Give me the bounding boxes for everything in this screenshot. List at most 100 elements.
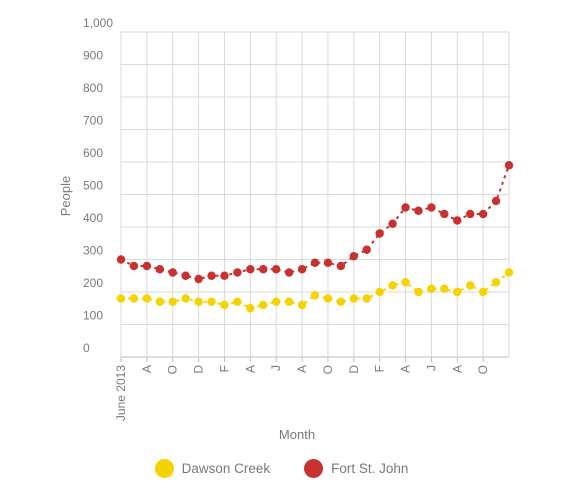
x-tick-label: A: [243, 365, 257, 373]
data-point: [478, 209, 488, 219]
data-point: [168, 297, 177, 306]
data-point: [233, 268, 242, 277]
legend-label-dawson-creek: Dawson Creek: [181, 460, 271, 476]
data-point: [427, 203, 436, 212]
data-point: [297, 265, 307, 274]
data-point: [478, 287, 488, 297]
data-point: [491, 278, 501, 287]
x-tick-label: J: [424, 365, 438, 371]
y-tick-label: 700: [83, 114, 103, 128]
data-point: [453, 287, 462, 297]
x-tick-label: J: [269, 365, 283, 371]
y-tick-label: 900: [83, 49, 103, 63]
x-tick-label: June 2013: [114, 365, 128, 421]
x-tick-label: D: [347, 365, 361, 374]
data-point: [310, 258, 320, 267]
data-point: [466, 209, 475, 219]
data-point: [155, 265, 164, 274]
y-tick-label: 0: [83, 341, 90, 355]
data-point: [155, 297, 164, 306]
data-point: [168, 268, 177, 277]
y-tick-label: 100: [83, 309, 103, 323]
data-point: [504, 268, 514, 277]
data-point: [272, 297, 281, 306]
data-point: [440, 284, 449, 293]
data-point: [207, 271, 216, 280]
data-point: [336, 297, 346, 306]
data-point: [414, 287, 423, 297]
data-point: [246, 265, 255, 274]
legend-marker-fort-st-john: [304, 458, 324, 478]
series-dawson-creek: [116, 268, 514, 313]
y-tick-label: 400: [83, 211, 103, 225]
y-tick-label: 1,000: [83, 16, 113, 30]
data-point: [194, 274, 203, 284]
data-point: [233, 297, 242, 306]
data-point: [401, 203, 410, 212]
data-point: [116, 255, 126, 264]
x-axis-ticks: June 2013 A O D F A J A O D F A J A O: [114, 357, 490, 421]
data-point: [194, 297, 203, 306]
data-point: [362, 294, 371, 303]
legend-marker-dawson-creek: [154, 458, 174, 478]
y-axis-label: People: [58, 176, 73, 216]
x-tick-label: A: [399, 365, 413, 373]
data-point: [142, 261, 152, 271]
x-tick-label: D: [192, 365, 206, 374]
y-tick-label: 300: [83, 244, 103, 258]
y-tick-label: 800: [83, 81, 103, 95]
data-point: [388, 281, 397, 290]
data-point: [323, 294, 333, 303]
series-layer: [116, 161, 514, 313]
data-point: [259, 265, 268, 274]
legend: Dawson Creek Fort St. John: [0, 456, 563, 480]
data-point: [220, 271, 229, 280]
data-point: [414, 206, 423, 215]
x-tick-label: O: [166, 365, 180, 374]
data-point: [336, 261, 346, 271]
x-tick-label: F: [217, 365, 231, 372]
legend-label-fort-st-john: Fort St. John: [331, 460, 409, 476]
data-point: [116, 294, 126, 303]
data-point: [375, 229, 384, 238]
data-point: [491, 196, 501, 206]
data-point: [142, 294, 152, 303]
data-point: [466, 281, 475, 290]
data-point: [362, 245, 371, 254]
data-point: [181, 294, 190, 303]
x-tick-label: O: [476, 365, 490, 374]
data-point: [401, 278, 410, 287]
series-fort-st-john: [116, 161, 514, 284]
data-point: [272, 265, 281, 274]
data-point: [349, 252, 358, 261]
x-tick-label: F: [373, 365, 387, 372]
data-point: [246, 304, 255, 313]
y-axis-ticks: 1,000 900 800 700 600 500 400 300 200 100 0: [83, 16, 113, 355]
data-point: [323, 258, 333, 267]
y-tick-label: 600: [83, 146, 103, 160]
data-point: [310, 291, 320, 300]
data-point: [129, 294, 139, 303]
data-point: [181, 271, 190, 280]
data-point: [284, 268, 294, 277]
data-point: [259, 300, 268, 310]
data-point: [504, 161, 514, 170]
data-point: [440, 209, 449, 219]
grid: [120, 31, 510, 358]
x-tick-label: A: [295, 365, 309, 373]
x-tick-label: O: [321, 365, 335, 374]
data-point: [284, 297, 294, 306]
y-tick-label: 200: [83, 276, 103, 290]
data-point: [297, 300, 307, 310]
data-point: [220, 300, 229, 310]
data-point: [375, 287, 384, 297]
data-point: [453, 216, 462, 225]
data-point: [207, 297, 216, 306]
data-point: [427, 284, 436, 293]
data-point: [349, 294, 358, 303]
x-tick-label: A: [450, 365, 464, 373]
data-point: [388, 219, 397, 228]
series-line-dawson-creek: [121, 271, 510, 310]
